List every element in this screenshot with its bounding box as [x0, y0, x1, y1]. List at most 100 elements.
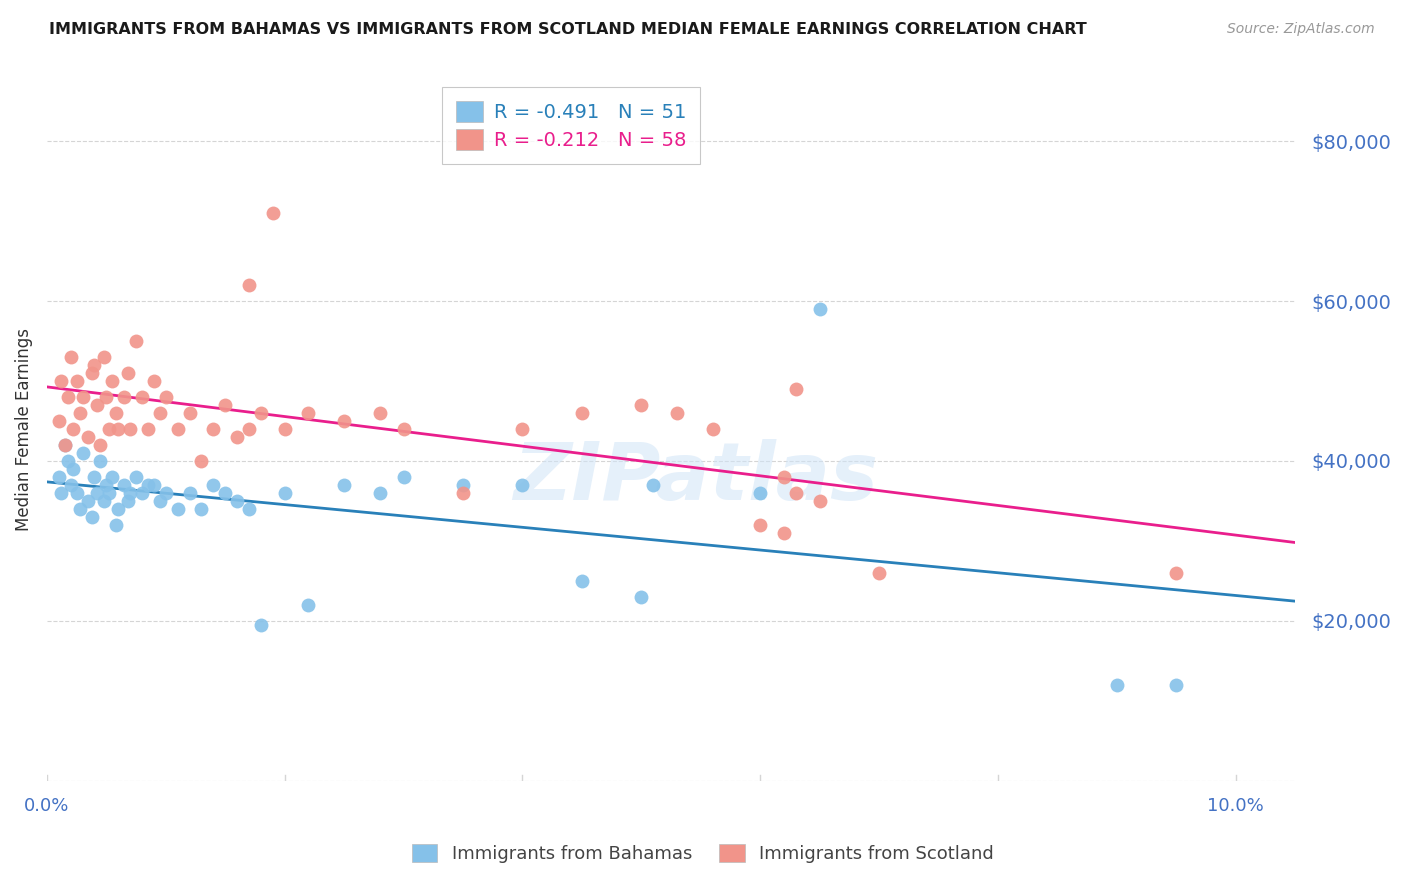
Point: [214, 486, 236, 500]
Point: [368, 406, 391, 420]
Point: [77, 494, 100, 508]
Point: [131, 390, 153, 404]
Point: [773, 525, 796, 540]
Point: [1166, 566, 1188, 580]
Point: [104, 406, 127, 420]
Point: [451, 478, 474, 492]
Point: [333, 478, 356, 492]
Point: [117, 366, 139, 380]
Point: [96, 390, 118, 404]
Point: [238, 502, 260, 516]
Point: [93, 494, 115, 508]
Point: [155, 486, 177, 500]
Point: [104, 517, 127, 532]
Point: [238, 422, 260, 436]
Point: [190, 502, 212, 516]
Point: [773, 470, 796, 484]
Point: [368, 486, 391, 500]
Point: [785, 382, 807, 396]
Point: [785, 486, 807, 500]
Point: [112, 390, 135, 404]
Point: [59, 350, 82, 364]
Point: [125, 470, 148, 484]
Point: [214, 398, 236, 412]
Point: [166, 502, 188, 516]
Point: [238, 278, 260, 293]
Point: [136, 422, 159, 436]
Point: [53, 438, 76, 452]
Point: [155, 390, 177, 404]
Point: [80, 366, 103, 380]
Point: [202, 478, 225, 492]
Point: [702, 422, 724, 436]
Point: [86, 398, 108, 412]
Point: [166, 422, 188, 436]
Point: [1105, 678, 1128, 692]
Point: [226, 430, 249, 444]
Point: [1166, 678, 1188, 692]
Point: [250, 406, 273, 420]
Point: [808, 494, 831, 508]
Point: [69, 502, 91, 516]
Point: [93, 350, 115, 364]
Point: [149, 406, 172, 420]
Point: [451, 486, 474, 500]
Point: [72, 390, 94, 404]
Point: [250, 617, 273, 632]
Point: [48, 414, 70, 428]
Point: [571, 406, 593, 420]
Point: [89, 454, 111, 468]
Point: [83, 358, 105, 372]
Point: [112, 478, 135, 492]
Point: [202, 422, 225, 436]
Point: [77, 430, 100, 444]
Point: [101, 374, 124, 388]
Point: [297, 406, 319, 420]
Point: [80, 509, 103, 524]
Point: [49, 374, 72, 388]
Point: [749, 486, 772, 500]
Point: [101, 470, 124, 484]
Point: [125, 334, 148, 348]
Point: [49, 486, 72, 500]
Point: [107, 422, 129, 436]
Point: [97, 422, 120, 436]
Legend: Immigrants from Bahamas, Immigrants from Scotland: Immigrants from Bahamas, Immigrants from…: [404, 835, 1002, 872]
Point: [48, 470, 70, 484]
Point: [808, 302, 831, 317]
Point: [65, 374, 87, 388]
Point: [136, 478, 159, 492]
Point: [69, 406, 91, 420]
Point: [226, 494, 249, 508]
Point: [190, 454, 212, 468]
Point: [643, 478, 665, 492]
Point: [179, 406, 201, 420]
Point: [333, 414, 356, 428]
Point: [58, 390, 80, 404]
Point: [62, 462, 84, 476]
Point: [59, 478, 82, 492]
Point: [97, 486, 120, 500]
Point: [62, 422, 84, 436]
Point: [89, 438, 111, 452]
Point: [142, 478, 165, 492]
Point: [571, 574, 593, 588]
Point: [749, 517, 772, 532]
Point: [83, 470, 105, 484]
Point: [131, 486, 153, 500]
Point: [142, 374, 165, 388]
Point: [512, 478, 534, 492]
Point: [512, 422, 534, 436]
Text: Source: ZipAtlas.com: Source: ZipAtlas.com: [1227, 22, 1375, 37]
Point: [297, 598, 319, 612]
Y-axis label: Median Female Earnings: Median Female Earnings: [15, 327, 32, 531]
Point: [120, 486, 142, 500]
Point: [120, 422, 142, 436]
Point: [630, 590, 652, 604]
Legend: R = -0.491   N = 51, R = -0.212   N = 58: R = -0.491 N = 51, R = -0.212 N = 58: [441, 87, 700, 163]
Point: [262, 206, 284, 220]
Point: [149, 494, 172, 508]
Point: [58, 454, 80, 468]
Point: [179, 486, 201, 500]
Point: [868, 566, 890, 580]
